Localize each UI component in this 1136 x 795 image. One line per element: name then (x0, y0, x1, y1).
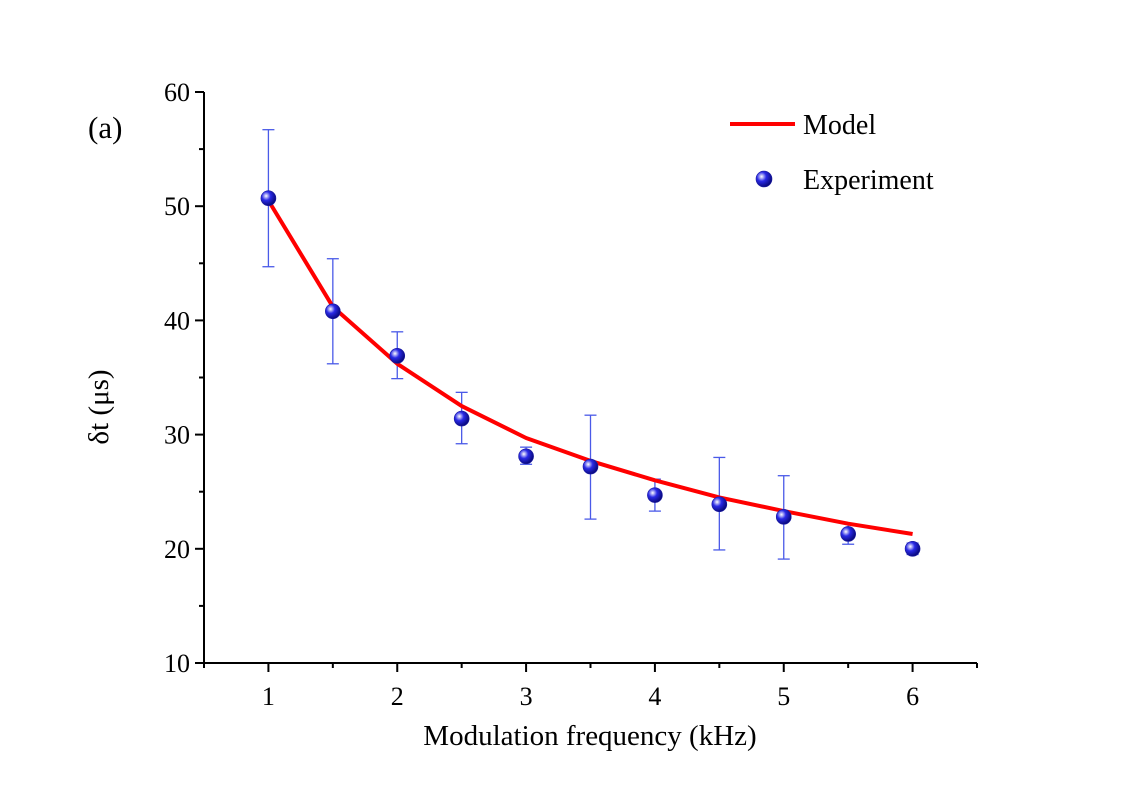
legend-experiment-label: Experiment (803, 165, 934, 196)
x-tick-label: 1 (262, 682, 275, 711)
experiment-point (389, 348, 406, 364)
experiment-point (325, 303, 341, 320)
experiment-point (582, 458, 599, 475)
x-tick-label: 4 (648, 682, 661, 711)
y-tick-label: 50 (164, 192, 190, 221)
x-tick-label: 5 (777, 682, 790, 711)
y-tick-label: 30 (164, 421, 190, 450)
experiment-point (647, 487, 663, 503)
legend-experiment-marker (755, 170, 773, 188)
y-tick-label: 20 (164, 535, 190, 564)
experiment-point (904, 540, 921, 557)
y-tick-label: 10 (164, 649, 190, 678)
experiment-point (775, 509, 792, 525)
experiment-point (260, 190, 277, 207)
y-tick-label: 60 (164, 78, 190, 107)
x-axis-title: Modulation frequency (kHz) (423, 720, 756, 752)
panel-label: (a) (88, 110, 122, 145)
x-tick-label: 6 (906, 682, 919, 711)
experiment-point (711, 496, 728, 513)
experiment-points (260, 190, 921, 557)
x-ticks: 1 2 3 4 5 6 (203, 663, 978, 711)
experiment-point (453, 410, 470, 427)
legend-model-label: Model (803, 110, 876, 141)
experiment-point (518, 448, 534, 465)
experiment-point (840, 526, 856, 542)
x-tick-label: 2 (391, 682, 404, 711)
y-tick-label: 40 (164, 306, 190, 335)
legend: Model Experiment (730, 110, 934, 196)
y-axis-title: δt (μs) (83, 369, 115, 444)
x-tick-label: 3 (520, 682, 533, 711)
y-ticks: 10 20 30 40 50 60 (164, 78, 204, 678)
